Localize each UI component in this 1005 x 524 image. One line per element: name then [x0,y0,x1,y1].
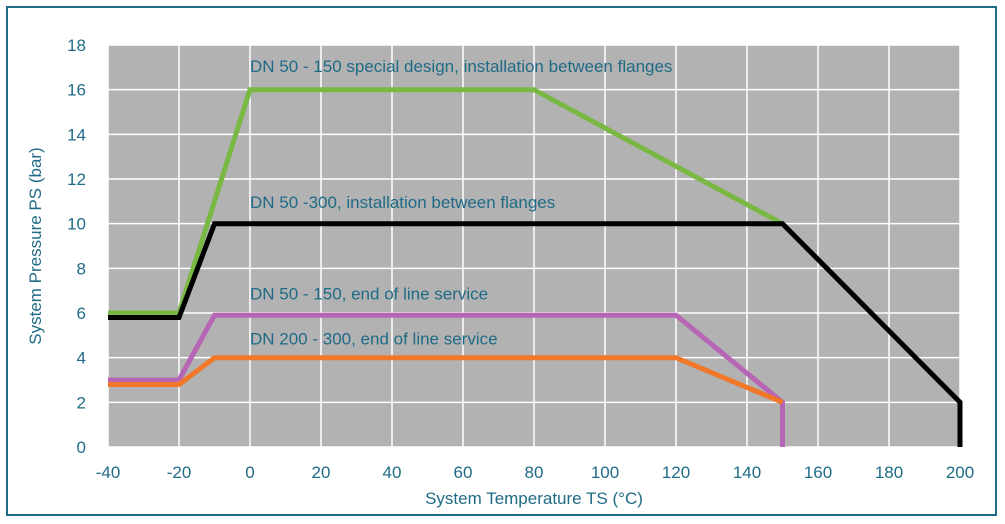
x-tick-label: 180 [875,463,903,482]
y-tick-label: 18 [67,36,86,55]
x-tick-label: -20 [167,463,192,482]
x-tick-label: 160 [804,463,832,482]
x-tick-label: 80 [525,463,544,482]
x-tick-label: 40 [383,463,402,482]
y-tick-label: 8 [77,259,86,278]
series-line-4 [108,355,784,405]
x-tick-label: 140 [733,463,761,482]
series-annotation: DN 50 - 150, end of line service [250,285,488,304]
y-tick-label: 12 [67,170,86,189]
x-tick-label: 60 [454,463,473,482]
x-tick-label: -40 [96,463,121,482]
series-line-2 [108,221,963,447]
x-axis-title: System Temperature TS (°C) [425,489,643,508]
series-annotations: DN 50 - 150 special design, installation… [250,57,672,348]
y-tick-label: 2 [77,393,86,412]
x-tick-label: 20 [312,463,331,482]
x-tick-label: 100 [591,463,619,482]
y-tick-label: 4 [77,349,86,368]
y-tick-label: 6 [77,304,86,323]
series-annotation: DN 50 -300, installation between flanges [250,193,555,212]
y-axis-ticks: 0 2 4 6 8 10 12 14 16 18 [67,36,86,457]
y-tick-label: 14 [67,125,86,144]
series-annotation: DN 200 - 300, end of line service [250,329,498,348]
y-tick-label: 0 [77,438,86,457]
series-lines [108,87,963,447]
x-axis-ticks: -40 -20 0 20 40 60 80 100 120 140 160 180 200 [96,463,974,482]
y-axis-title: System Pressure PS (bar) [26,147,45,344]
y-tick-label: 16 [67,81,86,100]
x-tick-label: 120 [662,463,690,482]
series-line-1 [108,87,784,316]
y-tick-label: 10 [67,215,86,234]
x-tick-label: 0 [245,463,254,482]
x-tick-label: 200 [946,463,974,482]
series-annotation: DN 50 - 150 special design, installation… [250,57,672,76]
series-line-3 [108,312,785,447]
